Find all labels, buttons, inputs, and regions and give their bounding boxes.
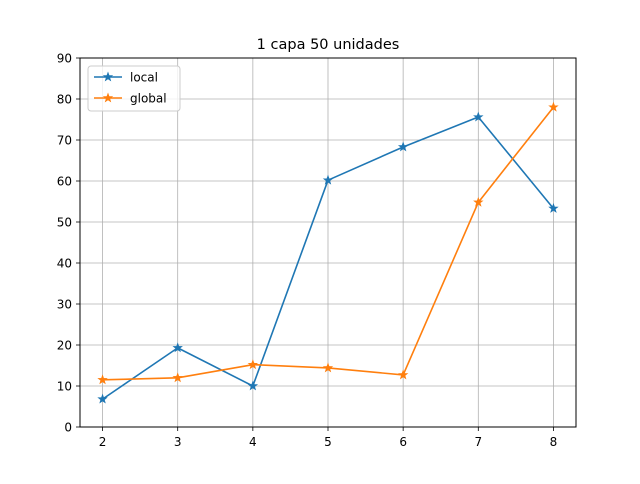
y-tick-label: 30 — [57, 298, 72, 312]
legend-label: local — [130, 71, 158, 85]
legend-item-global: global — [94, 92, 167, 106]
x-tick-label: 3 — [174, 435, 182, 449]
y-tick-label: 60 — [57, 175, 72, 189]
y-tick-label: 70 — [57, 134, 72, 148]
data-point-local — [473, 111, 484, 122]
data-point-global — [548, 101, 559, 112]
data-point-global — [322, 362, 334, 373]
data-point-local — [247, 380, 259, 391]
x-tick-label: 7 — [474, 435, 482, 449]
data-point-local — [97, 393, 108, 404]
legend-label: global — [130, 92, 167, 106]
x-tick-label: 8 — [550, 435, 558, 449]
y-tick-label: 90 — [57, 52, 72, 66]
legend-swatch-marker — [102, 71, 114, 82]
data-point-local — [322, 174, 334, 185]
legend-item-local: local — [94, 71, 158, 85]
y-tick-label: 20 — [57, 339, 72, 353]
x-tick-label: 6 — [399, 435, 407, 449]
legend-swatch-marker — [102, 92, 114, 103]
y-tick-label: 10 — [57, 380, 72, 394]
chart-title: 1 capa 50 unidades — [257, 37, 400, 53]
x-tick-label: 5 — [324, 435, 332, 449]
y-tick-label: 40 — [57, 257, 72, 271]
data-point-global — [172, 372, 183, 383]
data-point-local — [172, 342, 183, 353]
x-tick-label: 2 — [99, 435, 107, 449]
data-point-global — [97, 374, 108, 385]
x-tick-label: 4 — [249, 435, 257, 449]
data-point-global — [247, 359, 259, 370]
series-global — [97, 101, 559, 385]
series-layer — [97, 101, 559, 404]
data-point-local — [548, 202, 559, 213]
legend: local global — [87, 65, 181, 112]
data-point-local — [397, 141, 409, 152]
y-tick-label: 80 — [57, 93, 72, 107]
y-tick-label: 0 — [64, 421, 72, 435]
series-local — [97, 111, 559, 404]
y-tick-label: 50 — [57, 216, 72, 230]
data-point-global — [397, 369, 409, 380]
data-point-global — [473, 196, 484, 207]
